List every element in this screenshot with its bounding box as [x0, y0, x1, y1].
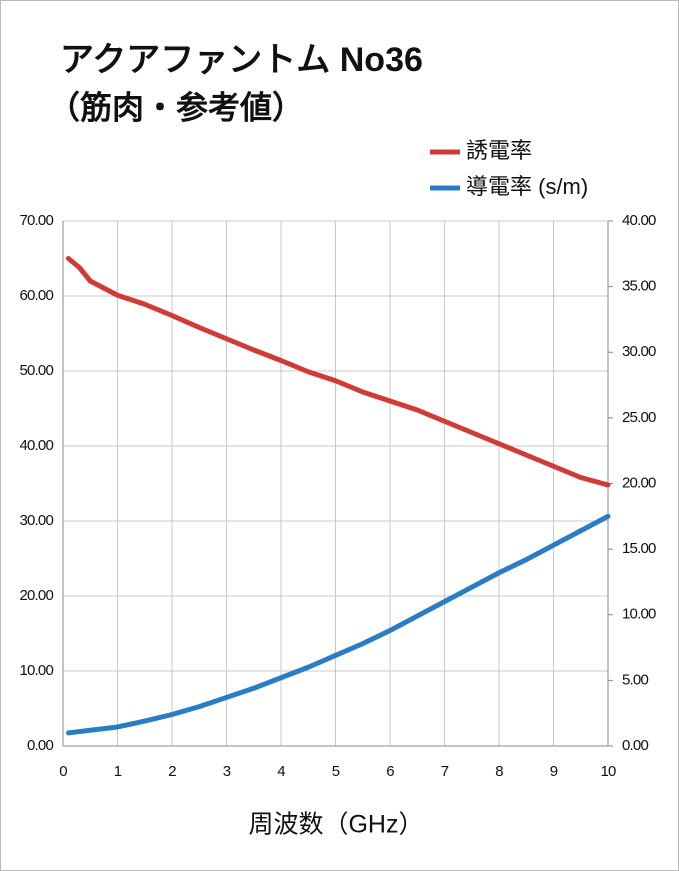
- y2-tick-label: 15.00: [622, 540, 656, 557]
- x-axis-label: 周波数（GHz）: [248, 811, 423, 839]
- y-tick-label: 20.00: [19, 587, 53, 604]
- x-tick-label: 4: [277, 763, 285, 780]
- x-tick-label: 7: [441, 763, 449, 780]
- y-tick-label: 60.00: [19, 287, 53, 304]
- legend-label: 誘電率: [466, 138, 532, 163]
- chart-title: アクアファントム No36: [60, 41, 423, 79]
- chart-subtitle: （筋肉・参考値）: [48, 89, 304, 125]
- y2-tick-label: 5.00: [622, 671, 648, 688]
- data-line: [65, 513, 611, 736]
- y2-tick-label: 10.00: [622, 606, 656, 623]
- x-tick-label: 2: [168, 763, 176, 780]
- y-tick-label: 0.00: [27, 737, 53, 754]
- x-tick-label: 9: [550, 763, 558, 780]
- y-tick-label: 10.00: [19, 662, 53, 679]
- data-line: [65, 256, 611, 488]
- legend-label: 導電率 (s/m): [466, 174, 588, 199]
- y2-tick-label: 25.00: [622, 409, 656, 426]
- y-tick-label: 40.00: [19, 437, 53, 454]
- y-tick-label: 30.00: [19, 512, 53, 529]
- x-tick-label: 0: [59, 763, 67, 780]
- y2-tick-label: 0.00: [622, 737, 648, 754]
- x-tick-label: 5: [332, 763, 340, 780]
- y2-tick-label: 35.00: [622, 278, 656, 295]
- y-tick-label: 70.00: [19, 212, 53, 229]
- y2-tick-label: 20.00: [622, 474, 656, 491]
- y2-tick-label: 30.00: [622, 343, 656, 360]
- y-tick-label: 50.00: [19, 362, 53, 379]
- x-tick-label: 8: [495, 763, 503, 780]
- y2-tick-label: 40.00: [622, 212, 656, 229]
- x-tick-label: 6: [386, 763, 394, 780]
- x-tick-label: 1: [114, 763, 122, 780]
- x-tick-label: 10: [600, 763, 616, 780]
- x-tick-label: 3: [223, 763, 231, 780]
